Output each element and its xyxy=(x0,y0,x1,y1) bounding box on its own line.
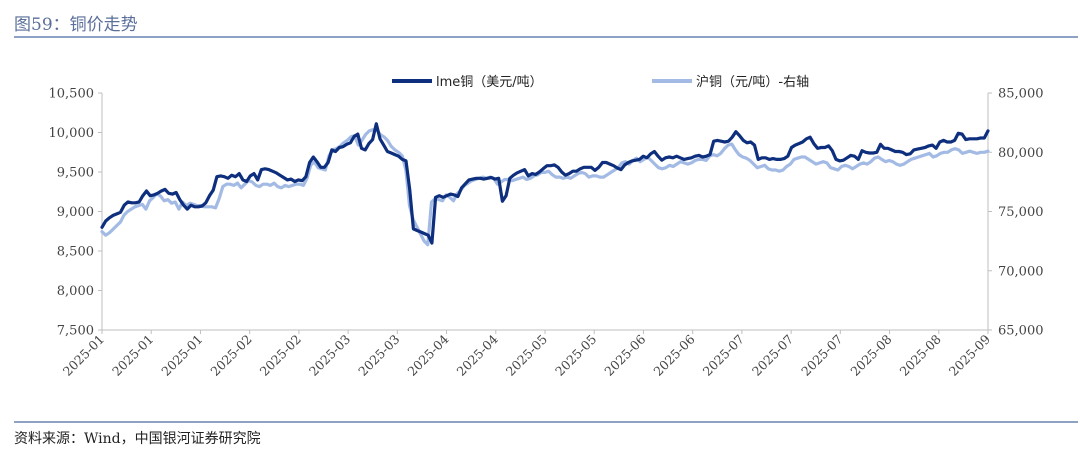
series-line-shfe-copper xyxy=(100,128,990,247)
chart-legend: lme铜（美元/吨） 沪铜（元/吨）-右轴 xyxy=(392,74,809,90)
x-tick-label: 2025-05 xyxy=(503,332,550,379)
y-left-tick-label: 8,000 xyxy=(57,284,94,299)
source-note: 资料来源：Wind，中国银河证券研究院 xyxy=(14,431,261,447)
y-left-tick-label: 8,500 xyxy=(57,245,94,260)
y-left-tick-label: 9,500 xyxy=(57,166,94,181)
x-tick-label: 2025-08 xyxy=(847,331,894,378)
x-tick-label: 2025-07 xyxy=(749,331,796,378)
footer-divider xyxy=(14,421,1078,423)
x-tick-label: 2025-04 xyxy=(454,331,501,378)
x-tick-label: 2025-01 xyxy=(158,332,205,379)
x-tick-label: 2025-06 xyxy=(650,331,697,378)
legend-label-shfe: 沪铜（元/吨）-右轴 xyxy=(696,74,809,90)
y-right-tick-label: 80,000 xyxy=(998,146,1044,161)
y-right-tick-label: 85,000 xyxy=(998,87,1044,102)
copper-price-chart: 7,500 8,000 8,500 9,000 9,500 10,000 10,500 65,… xyxy=(49,74,1044,379)
x-tick-label: 2025-02 xyxy=(207,332,254,379)
x-tick-label: 2025-01 xyxy=(109,332,156,379)
x-tick-label: 2025-08 xyxy=(897,331,944,378)
x-tick-label: 2025-03 xyxy=(306,331,353,378)
legend-label-lme: lme铜（美元/吨） xyxy=(436,75,543,90)
y-right-tick-label: 75,000 xyxy=(998,205,1044,220)
title-divider xyxy=(14,36,1078,38)
x-tick-label: 2025-07 xyxy=(700,331,747,378)
x-tick-label: 2025-07 xyxy=(798,331,845,378)
x-tick-label: 2025-02 xyxy=(257,332,304,379)
x-tick-label: 2025-06 xyxy=(601,331,648,378)
y-left-tick-label: 10,500 xyxy=(49,87,95,102)
y-right-tick-label: 65,000 xyxy=(998,324,1044,339)
y-right-tick-label: 70,000 xyxy=(998,264,1044,279)
figure-title: 图59：铜价走势 xyxy=(14,15,138,35)
y-left-tick-label: 10,000 xyxy=(49,126,95,141)
x-tick-label: 2025-04 xyxy=(404,331,451,378)
y-left-tick-label: 9,000 xyxy=(57,205,94,220)
y-left-tick-label: 7,500 xyxy=(57,324,94,339)
series-line-lme-copper xyxy=(100,122,990,245)
x-tick-label: 2025-01 xyxy=(60,332,107,379)
x-tick-label: 2025-05 xyxy=(552,332,599,379)
x-tick-label: 2025-03 xyxy=(355,331,402,378)
chart-series xyxy=(100,122,990,247)
x-tick-label: 2025-09 xyxy=(946,331,993,378)
chart-axes: 7,500 8,000 8,500 9,000 9,500 10,000 10,500 65,… xyxy=(49,87,1044,379)
